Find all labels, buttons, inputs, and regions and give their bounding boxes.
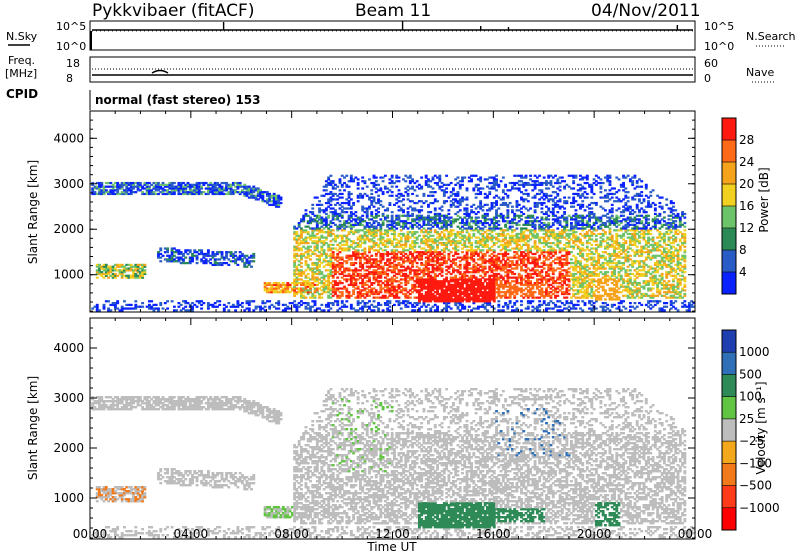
x-tick-label: 16:00 xyxy=(476,527,511,541)
x-tick-label: 08:00 xyxy=(274,527,309,541)
nsky-tick-top: 10^5 xyxy=(56,20,86,33)
y-tick-label: 1000 xyxy=(53,268,84,282)
freq-tick-top: 18 xyxy=(66,57,80,70)
colorbar-swatch xyxy=(722,352,736,375)
colorbar-tick-label: 24 xyxy=(739,155,754,169)
y-tick-label: 2000 xyxy=(53,222,84,236)
colorbar-swatch xyxy=(722,419,736,442)
velocity-data xyxy=(91,388,695,538)
colorbar-swatch xyxy=(722,162,736,184)
freq-right-tick-top: 60 xyxy=(704,57,718,70)
x-tick-label: 04:00 xyxy=(174,527,209,541)
freq-label: Freq. xyxy=(8,54,35,67)
y-tick-label: 1000 xyxy=(53,491,84,505)
colorbar-tick-label: 4 xyxy=(739,265,747,279)
freq-tick-bottom: 8 xyxy=(66,72,73,85)
colorbar-tick-label: 16 xyxy=(739,199,754,213)
colorbar-tick-label: 500 xyxy=(739,367,762,381)
colorbar-swatch xyxy=(722,250,736,272)
colorbar-swatch xyxy=(722,374,736,397)
colorbar-tick-label: −500 xyxy=(739,479,772,493)
colorbar-swatch xyxy=(722,206,736,228)
nsearch-label: N.Search xyxy=(746,30,796,43)
colorbar-tick-label: 28 xyxy=(739,133,754,147)
cpid-panel: CPID normal (fast stereo) 153 xyxy=(6,87,261,110)
colorbar-tick-label: 20 xyxy=(739,177,754,191)
cpid-label: CPID xyxy=(6,87,38,101)
station-title: Pykkvibaer (fitACF) xyxy=(92,1,254,21)
x-axis-label: Time UT xyxy=(366,540,417,554)
x-tick-label: 00:00 xyxy=(73,527,108,541)
freq-unit: [MHz] xyxy=(5,67,37,80)
freq-right-tick-bottom: 0 xyxy=(704,72,711,85)
power-colorbar-label: Power [dB] xyxy=(757,167,771,232)
y-tick-label: 4000 xyxy=(53,131,84,145)
nsky-panel: N.Sky 10^5 10^0 10^5 10^0 N.Search xyxy=(6,20,796,53)
colorbar-tick-label: 1000 xyxy=(739,345,770,359)
freq-panel: Freq. [MHz] 18 8 60 0 Nave xyxy=(5,54,776,85)
colorbar-tick-label: 12 xyxy=(739,221,754,235)
colorbar-swatch xyxy=(722,441,736,464)
colorbar-tick-label: 8 xyxy=(739,243,747,257)
velocity-panel: 1000 2000 3000 4000 Slant Range [km] 1000 50… xyxy=(26,318,780,554)
colorbar-swatch xyxy=(722,228,736,250)
beam-title: Beam 11 xyxy=(355,1,431,21)
colorbar-swatch xyxy=(722,463,736,486)
x-tick-label: 12:00 xyxy=(375,527,410,541)
nsky-right-tick-top: 10^5 xyxy=(704,20,734,33)
x-tick-label: 00:00 xyxy=(678,527,713,541)
y-tick-label: 3000 xyxy=(53,391,84,405)
colorbar-swatch xyxy=(722,508,736,531)
y-tick-label: 4000 xyxy=(53,341,84,355)
colorbar-tick-label: −1000 xyxy=(739,501,780,515)
colorbar-tick-label: 25 xyxy=(739,412,754,426)
nsky-label: N.Sky xyxy=(6,30,38,43)
velocity-colorbar-label: Velocity [m s⁻¹] xyxy=(754,381,768,474)
nsky-right-tick-bottom: 10^0 xyxy=(704,40,734,53)
colorbar-swatch xyxy=(722,272,736,294)
colorbar-swatch xyxy=(722,486,736,509)
power-data xyxy=(91,175,695,312)
y-tick-label: 2000 xyxy=(53,441,84,455)
colorbar-swatch xyxy=(722,118,736,140)
nave-label: Nave xyxy=(746,66,774,79)
cpid-mode: normal (fast stereo) 153 xyxy=(95,93,261,107)
colorbar-swatch xyxy=(722,330,736,353)
colorbar-swatch xyxy=(722,140,736,162)
colorbar-swatch xyxy=(722,397,736,420)
power-ylabel: Slant Range [km] xyxy=(26,160,40,264)
power-panel: 1000 2000 3000 4000 Slant Range [km] 4 8 12 16… xyxy=(26,111,771,312)
x-tick-label: 20:00 xyxy=(577,527,612,541)
power-colorbar: 4 8 12 16 20 24 28 xyxy=(722,118,754,294)
colorbar-swatch xyxy=(722,184,736,206)
y-tick-label: 3000 xyxy=(53,177,84,191)
velocity-ylabel: Slant Range [km] xyxy=(26,376,40,480)
date-title: 04/Nov/2011 xyxy=(591,1,701,21)
nsky-tick-bottom: 10^0 xyxy=(56,40,86,53)
